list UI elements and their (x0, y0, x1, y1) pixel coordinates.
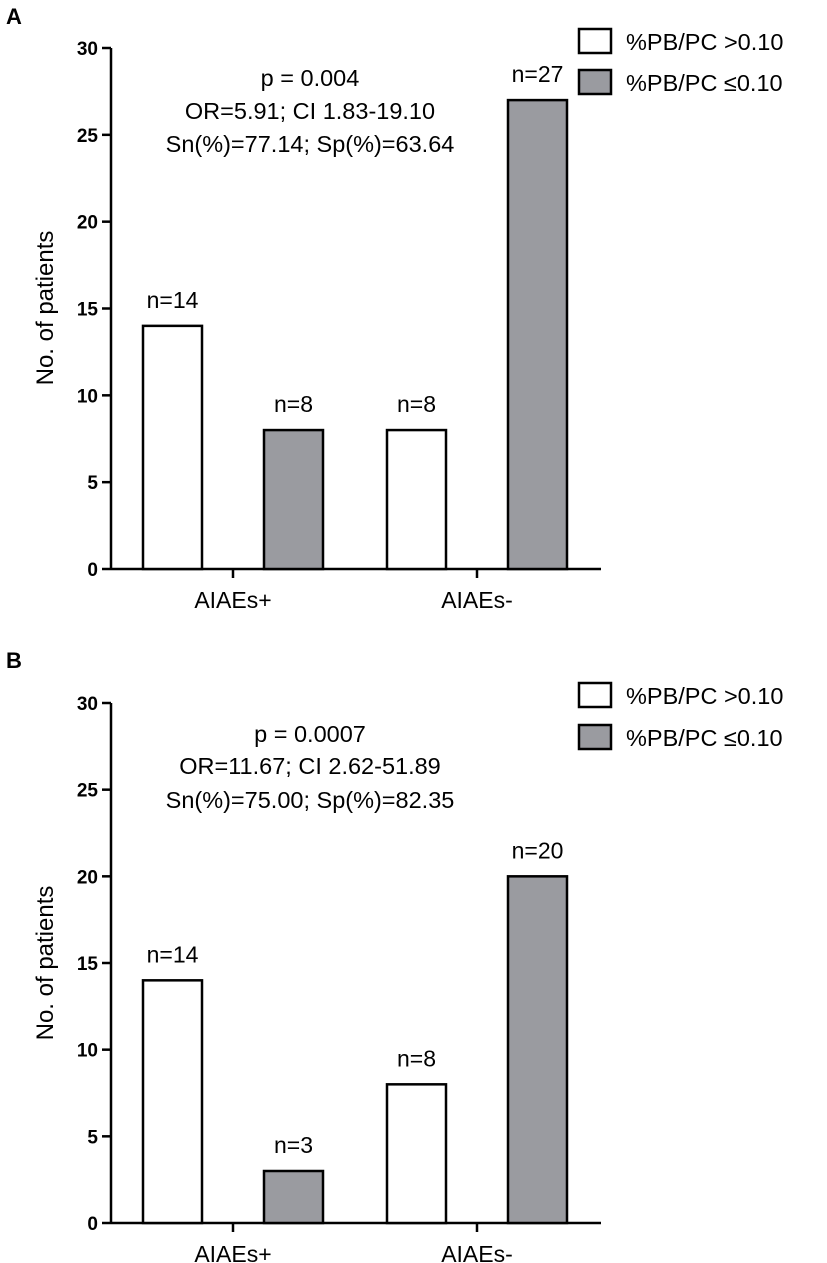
data-label: n=14 (147, 287, 199, 313)
annotation-line: p = 0.004 (261, 65, 360, 91)
y-tick-label: 30 (77, 694, 98, 715)
panel-letter: A (6, 4, 22, 29)
y-tick-label: 15 (77, 954, 99, 975)
legend-label: %PB/PC >0.10 (626, 683, 783, 709)
x-tick-label: AIAEs- (441, 1241, 513, 1263)
data-label: n=8 (397, 391, 436, 417)
panel-a: A No. of patients 0 5 10 15 20 25 30 AIAEs+ AIAE… (6, 4, 783, 613)
x-tick-label: AIAEs+ (194, 587, 271, 613)
legend: %PB/PC >0.10 %PB/PC ≤0.10 (577, 27, 783, 96)
data-label: n=8 (397, 1045, 436, 1071)
y-axis-label: No. of patients (32, 886, 59, 1041)
x-tick-label: AIAEs- (441, 587, 513, 613)
bars: n=14 n=8 n=8 n=27 (141, 61, 569, 571)
data-label: n=20 (512, 837, 564, 863)
y-axis-label: No. of patients (32, 231, 59, 386)
y-tick-label: 20 (77, 213, 98, 234)
bar (262, 1169, 325, 1225)
legend-swatch (577, 27, 613, 55)
y-tick-label: 0 (87, 1214, 98, 1235)
annotation-line: p = 0.0007 (254, 721, 366, 747)
annotation-line: Sn(%)=75.00; Sp(%)=82.35 (166, 787, 455, 813)
data-label: n=8 (274, 391, 313, 417)
bars: n=14 n=8 n=3 n=20 (141, 837, 569, 1225)
bar (141, 979, 204, 1225)
annotation-line: Sn(%)=77.14; Sp(%)=63.64 (166, 131, 455, 157)
panel-b: B No. of patients 0 5 10 15 20 25 30 AIAEs+ AIAE… (6, 648, 783, 1263)
legend-label: %PB/PC >0.10 (626, 29, 783, 55)
bar (506, 98, 569, 571)
legend-swatch (577, 681, 613, 709)
y-tick-label: 15 (77, 300, 99, 321)
y-tick-label: 5 (87, 1127, 98, 1148)
y-tick-label: 30 (77, 39, 98, 60)
legend-label: %PB/PC ≤0.10 (626, 725, 783, 751)
legend-swatch (577, 723, 613, 751)
y-tick-label: 25 (77, 781, 99, 802)
y-tick-label: 10 (77, 386, 98, 407)
bar (262, 428, 325, 571)
bar (141, 324, 204, 571)
y-tick-label: 10 (77, 1041, 98, 1062)
annotation-line: OR=11.67; CI 2.62-51.89 (179, 753, 441, 779)
legend: %PB/PC >0.10 %PB/PC ≤0.10 (577, 681, 783, 751)
bar (385, 428, 448, 571)
annotation-line: OR=5.91; CI 1.83-19.10 (185, 98, 435, 124)
legend-swatch (577, 68, 613, 96)
bar (506, 875, 569, 1225)
legend-label: %PB/PC ≤0.10 (626, 70, 783, 96)
bar (385, 1083, 448, 1225)
y-tick-label: 20 (77, 867, 98, 888)
y-tick-label: 25 (77, 126, 99, 147)
y-tick-label: 5 (87, 473, 98, 494)
panel-letter: B (6, 648, 22, 673)
data-label: n=27 (512, 61, 564, 87)
stats-annotation: p = 0.0007 OR=11.67; CI 2.62-51.89 Sn(%)… (166, 721, 455, 813)
data-label: n=14 (147, 941, 199, 967)
data-label: n=3 (274, 1132, 313, 1158)
y-tick-label: 0 (87, 560, 98, 581)
x-tick-label: AIAEs+ (194, 1241, 271, 1263)
stats-annotation: p = 0.004 OR=5.91; CI 1.83-19.10 Sn(%)=7… (166, 65, 455, 157)
